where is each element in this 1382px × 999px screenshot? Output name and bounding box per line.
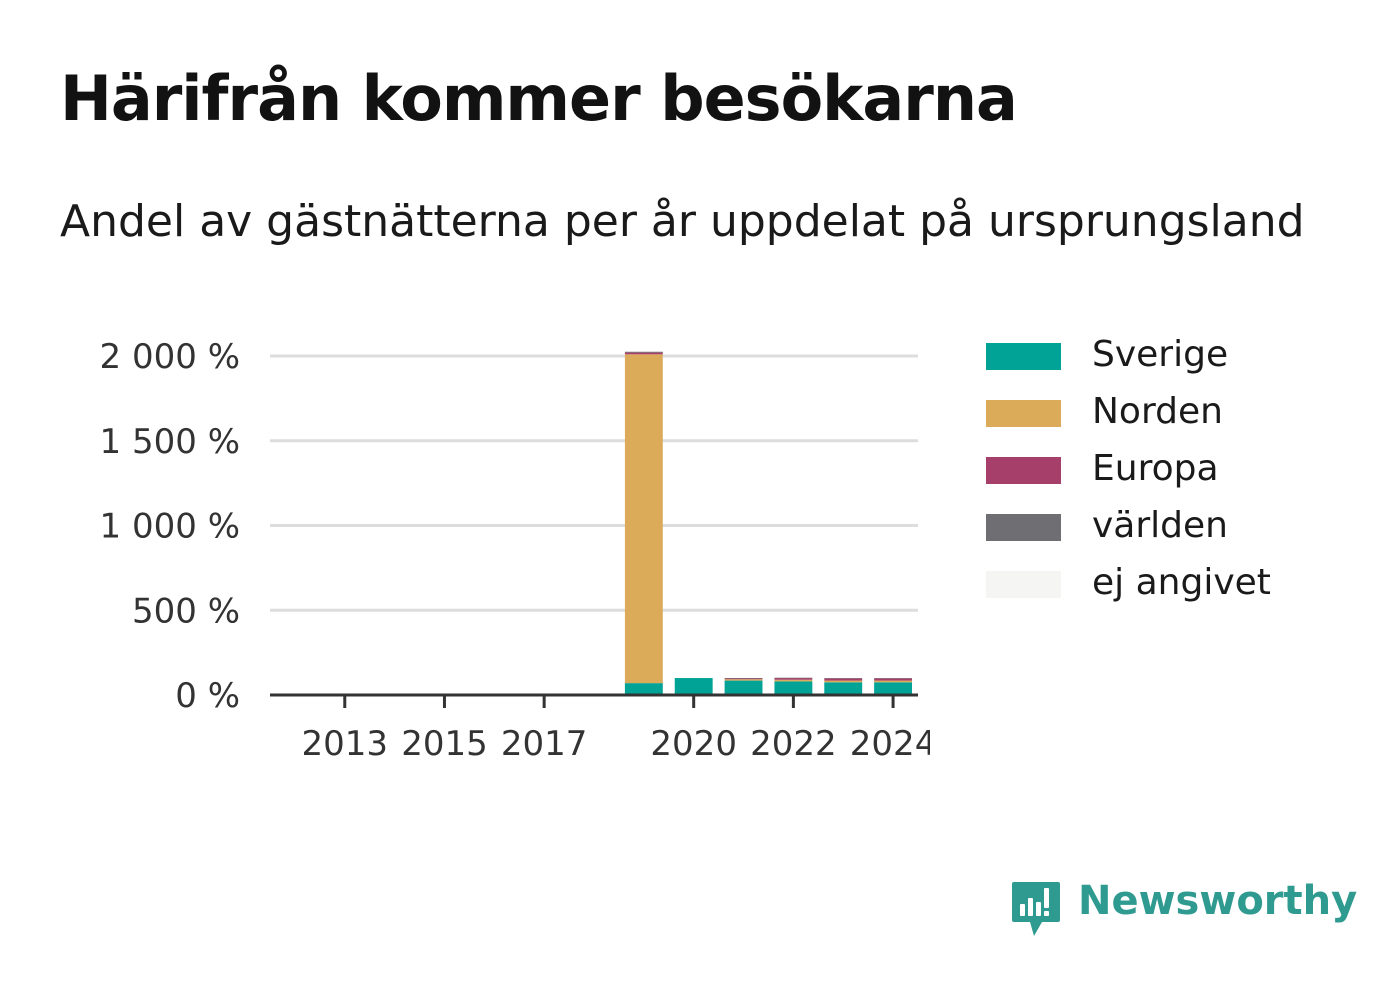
legend-label: Norden	[1092, 391, 1223, 432]
bar-segment	[774, 679, 813, 682]
bar-segment	[824, 678, 863, 681]
legend-label: Sverige	[1092, 334, 1229, 375]
y-tick-label: 0 %	[175, 676, 240, 716]
chart-title: Härifrån kommer besökarna	[60, 62, 1018, 135]
bar-segment	[724, 680, 763, 695]
legend-swatch	[986, 514, 1061, 541]
bar-segment	[774, 678, 813, 680]
bar-segment	[874, 678, 913, 679]
bar-segment	[624, 683, 663, 695]
y-axis: 0 % 500 % 1 000 % 1 500 % 2 000 %	[100, 337, 240, 716]
legend-label: Europa	[1092, 448, 1219, 489]
x-tick-label: 2022	[750, 724, 837, 764]
legend-swatch	[986, 400, 1061, 427]
bar-segment	[824, 680, 863, 683]
legend-swatch	[986, 343, 1061, 370]
bar-segment	[774, 677, 813, 679]
x-tick-label: 2017	[501, 724, 588, 764]
y-tick-label: 500 %	[132, 591, 240, 631]
x-tick-label: 2020	[650, 724, 737, 764]
x-tick-label: 2015	[401, 724, 488, 764]
stacked-bar-chart: 0 %500 %1 000 %1 500 %2 000 % 2013 2015 20…	[100, 337, 930, 764]
bar-segment	[874, 680, 913, 683]
y-tick-label: 2 000 %	[100, 337, 240, 377]
bars	[624, 351, 913, 695]
chart-subtitle: Andel av gästnätterna per år uppdelat på…	[60, 196, 1305, 247]
bar-segment	[624, 352, 663, 355]
y-tick-label: 1 500 %	[100, 422, 240, 462]
bar-segment	[724, 679, 763, 681]
legend-swatch	[986, 457, 1061, 484]
bar-segment	[874, 678, 913, 681]
legend-label: ej angivet	[1092, 562, 1271, 603]
legend-label: världen	[1092, 505, 1228, 546]
bar-segment	[624, 354, 663, 684]
bar-segment	[824, 678, 863, 679]
grid-lines	[270, 354, 918, 612]
x-axis: 2013 2015 2017 2020 2022 2024	[270, 693, 930, 764]
x-tick-label: 2013	[302, 724, 389, 764]
brand-name: Newsworthy	[1078, 878, 1358, 924]
bar-segment	[724, 678, 763, 679]
x-tick-label: 2024	[850, 724, 930, 764]
legend-swatch	[986, 571, 1061, 598]
bar-segment	[724, 678, 763, 680]
bar-segment	[774, 681, 813, 695]
bar-segment	[824, 682, 863, 695]
bar-segment	[874, 682, 913, 695]
newsworthy-logo-icon	[1012, 882, 1060, 936]
bar-segment	[624, 351, 663, 353]
bar-segment	[674, 678, 713, 695]
y-tick-label: 1 000 %	[100, 507, 240, 547]
